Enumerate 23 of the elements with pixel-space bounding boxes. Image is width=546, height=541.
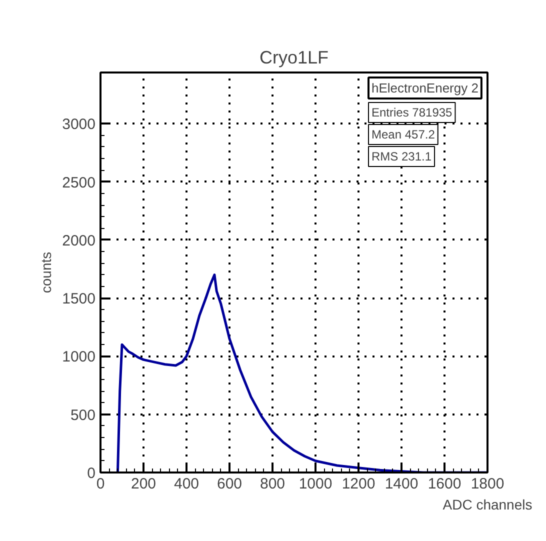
x-tick-label: 1400 xyxy=(384,476,418,492)
annotation: RMS 231.1 xyxy=(372,150,432,164)
x-tick-label: 1200 xyxy=(342,476,376,492)
y-tick-label: 2000 xyxy=(62,232,96,250)
x-tick-label: 1600 xyxy=(428,476,462,492)
annotation: hElectronEnergy 2 xyxy=(372,80,478,96)
y-axis-title: counts xyxy=(38,252,54,294)
x-tick-label: 1000 xyxy=(298,476,332,492)
y-tick-label: 0 xyxy=(87,465,96,482)
x-tick-label: 600 xyxy=(216,476,242,492)
y-tick-label: 2500 xyxy=(62,174,96,192)
y-tick-label: 3000 xyxy=(62,116,96,134)
x-tick-label: 800 xyxy=(260,476,286,492)
annotation: Mean 457.2 xyxy=(372,128,436,142)
x-tick-label: 1800 xyxy=(470,476,504,492)
annotation: Entries 781935 xyxy=(372,106,453,120)
chart-title: Cryo1LF xyxy=(259,48,329,68)
x-tick-label: 200 xyxy=(130,476,156,492)
y-tick-label: 500 xyxy=(70,406,96,424)
y-tick-label: 1000 xyxy=(62,348,96,366)
y-tick-label: 1500 xyxy=(62,290,96,308)
x-tick-label: 400 xyxy=(174,476,200,492)
x-axis-title: ADC channels xyxy=(442,496,532,512)
